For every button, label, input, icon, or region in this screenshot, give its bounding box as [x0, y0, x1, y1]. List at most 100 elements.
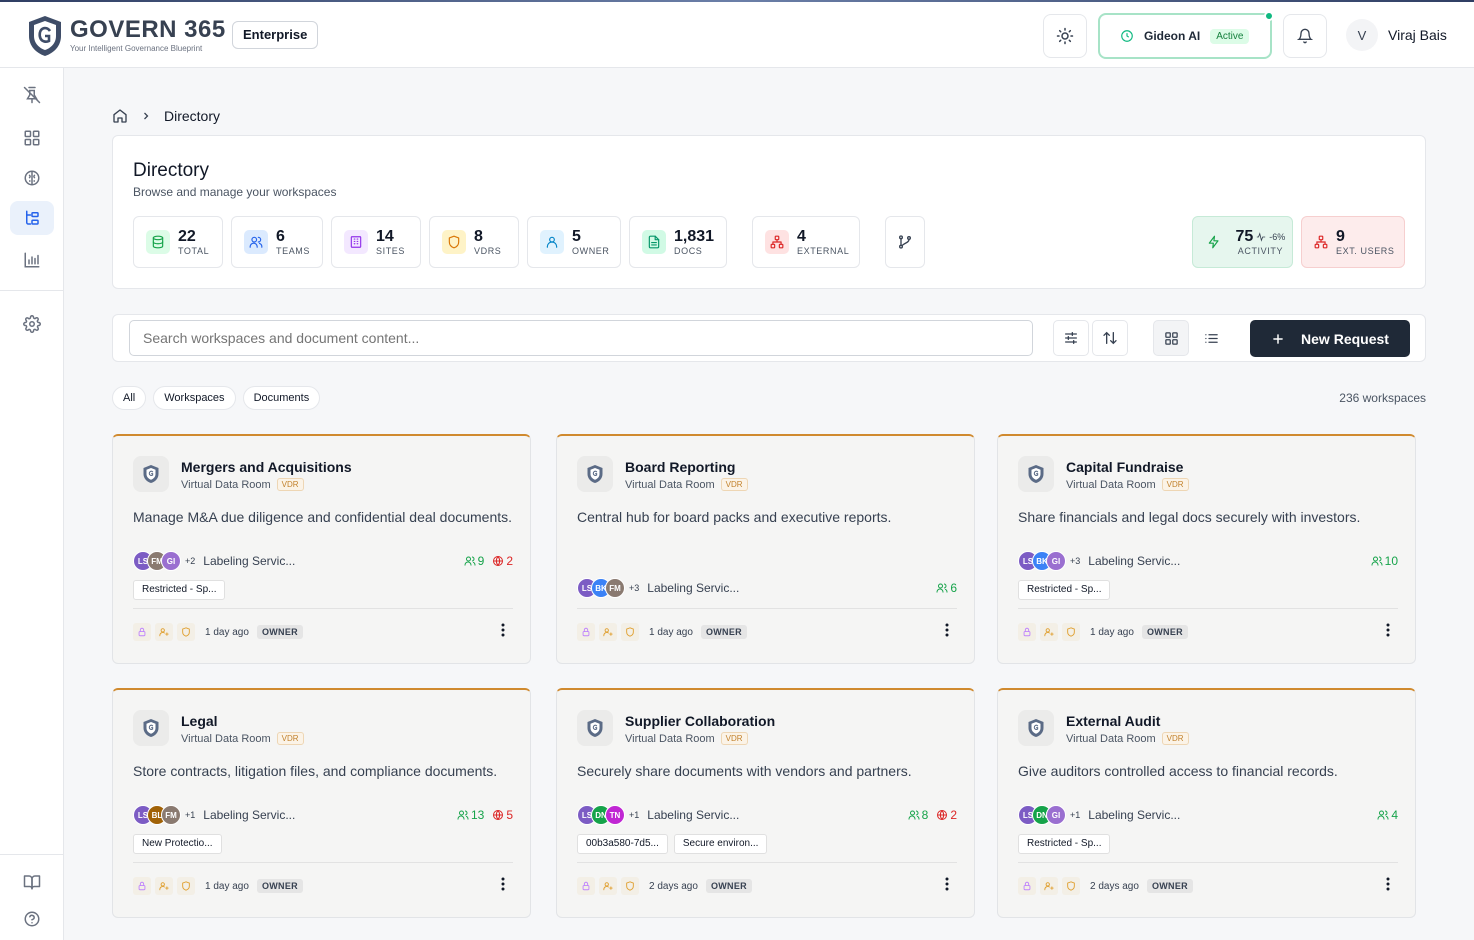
stat-vdrs[interactable]: 8 VDRS: [429, 216, 519, 268]
stat-external[interactable]: 4 EXTERNAL: [752, 216, 860, 268]
workspace-card[interactable]: Capital Fundraise Virtual Data Room VDR Sha…: [997, 434, 1416, 664]
user-plus-icon[interactable]: [1040, 877, 1058, 895]
app-logo[interactable]: GOVERN 365 Your Intelligent Governance B…: [26, 12, 226, 60]
more-options-icon[interactable]: [501, 623, 505, 642]
sidebar-item-directory[interactable]: [10, 201, 54, 235]
tag[interactable]: Restricted - Sp...: [1018, 834, 1111, 854]
workspace-title[interactable]: Legal: [181, 713, 218, 729]
shield-outline-icon[interactable]: [177, 623, 195, 641]
user-plus-icon[interactable]: [155, 623, 173, 641]
workspace-title[interactable]: Capital Fundraise: [1066, 459, 1184, 475]
workspace-card[interactable]: Legal Virtual Data Room VDR Store contracts…: [112, 688, 531, 918]
member-avatars[interactable]: LS BK FM: [577, 578, 625, 598]
workspace-footer: 1 day ago OWNER: [133, 877, 513, 895]
activity-stat[interactable]: 75 -6% ACTIVITY: [1192, 216, 1293, 268]
shield-outline-icon[interactable]: [1062, 877, 1080, 895]
shield-outline-icon[interactable]: [177, 877, 195, 895]
sidebar-item-dashboard[interactable]: [10, 121, 54, 155]
more-options-icon[interactable]: [1386, 877, 1390, 896]
user-plus-icon[interactable]: [599, 623, 617, 641]
avatar: FM: [161, 805, 181, 825]
workspace-card[interactable]: Mergers and Acquisitions Virtual Data Roo…: [112, 434, 531, 664]
role-badge: OWNER: [1146, 879, 1193, 893]
list-icon: [1204, 333, 1218, 343]
workspace-tags: Restricted - Sp...: [1018, 580, 1111, 600]
lock-icon[interactable]: [133, 877, 151, 895]
workspace-title[interactable]: Supplier Collaboration: [625, 713, 776, 729]
tag[interactable]: 00b3a580-7d5...: [577, 834, 668, 854]
stat-value: 8: [474, 228, 483, 245]
lock-icon[interactable]: [1018, 877, 1036, 895]
assistant-button[interactable]: Gideon AI Active: [1098, 11, 1274, 59]
list-view-button[interactable]: [1193, 320, 1229, 356]
notifications-button[interactable]: [1283, 14, 1327, 58]
home-icon[interactable]: [112, 108, 128, 124]
pin-off-icon: [23, 86, 41, 104]
users-icon: [244, 230, 268, 254]
lock-icon[interactable]: [577, 877, 595, 895]
sort-button[interactable]: [1092, 320, 1128, 356]
stat-teams[interactable]: 6 TEAMS: [231, 216, 323, 268]
vdr-badge: VDR: [276, 478, 304, 491]
member-avatars[interactable]: LS BL FM: [133, 805, 181, 825]
more-options-icon[interactable]: [501, 877, 505, 896]
filter-chip-all[interactable]: All: [112, 386, 147, 410]
last-updated: 2 days ago: [649, 880, 698, 892]
stat-sites[interactable]: 14 SITES: [331, 216, 421, 268]
sidebar-item-unpin[interactable]: [10, 78, 54, 112]
lock-icon[interactable]: [1018, 623, 1036, 641]
search-input[interactable]: [129, 320, 1033, 356]
shield-outline-icon[interactable]: [621, 877, 639, 895]
new-request-button[interactable]: New Request: [1250, 320, 1410, 357]
workspace-shield-icon: [577, 456, 613, 492]
member-avatars[interactable]: LS DN GI: [1018, 805, 1066, 825]
stat-total[interactable]: 22 TOTAL: [133, 216, 223, 268]
trend-icon: [1257, 232, 1266, 242]
workspace-card[interactable]: Board Reporting Virtual Data Room VDR Centr…: [556, 434, 975, 664]
tag[interactable]: New Protectio...: [133, 834, 222, 854]
more-options-icon[interactable]: [945, 623, 949, 642]
member-avatars[interactable]: LS BK GI: [1018, 551, 1066, 571]
stat-owner[interactable]: 5 OWNER: [527, 216, 621, 268]
lock-icon[interactable]: [133, 623, 151, 641]
shield-outline-icon[interactable]: [621, 623, 639, 641]
sidebar-item-intelligence[interactable]: [10, 161, 54, 195]
more-options-icon[interactable]: [1386, 623, 1390, 642]
user-menu[interactable]: V Viraj Bais: [1346, 19, 1447, 51]
grid-view-button[interactable]: [1153, 320, 1189, 356]
member-count: 13: [457, 808, 484, 822]
member-avatars[interactable]: LS DN TN: [577, 805, 625, 825]
workspace-card[interactable]: External Audit Virtual Data Room VDR Give a…: [997, 688, 1416, 918]
branch-button[interactable]: [885, 216, 925, 268]
user-plus-icon[interactable]: [599, 877, 617, 895]
theme-toggle-button[interactable]: [1043, 14, 1087, 58]
workspace-metrics: 6: [936, 581, 957, 595]
card-divider: [133, 608, 513, 609]
member-avatars[interactable]: LS FM GI: [133, 551, 181, 571]
user-plus-icon[interactable]: [1040, 623, 1058, 641]
filter-chip-workspaces[interactable]: Workspaces: [153, 386, 236, 410]
workspace-title[interactable]: External Audit: [1066, 713, 1161, 729]
sidebar-item-settings[interactable]: [10, 307, 54, 341]
filter-chip-documents[interactable]: Documents: [242, 386, 321, 410]
stat-docs[interactable]: 1,831 DOCS: [629, 216, 727, 268]
workspace-title[interactable]: Board Reporting: [625, 459, 736, 475]
grid-icon: [24, 130, 40, 146]
sidebar-item-reports[interactable]: [10, 243, 54, 277]
workspace-card[interactable]: Supplier Collaboration Virtual Data Room V…: [556, 688, 975, 918]
workspace-shield-icon: [1018, 710, 1054, 746]
sidebar-item-docs[interactable]: [10, 865, 54, 899]
tag[interactable]: Restricted - Sp...: [1018, 580, 1111, 600]
tag[interactable]: Restricted - Sp...: [133, 580, 226, 600]
more-options-icon[interactable]: [945, 877, 949, 896]
tag[interactable]: Secure environ...: [673, 834, 768, 854]
shield-outline-icon[interactable]: [1062, 623, 1080, 641]
lock-icon[interactable]: [577, 623, 595, 641]
workspace-title[interactable]: Mergers and Acquisitions: [181, 459, 352, 475]
member-count: 6: [936, 581, 957, 595]
external-users-stat[interactable]: 9 EXT. USERS: [1301, 216, 1405, 268]
filter-button[interactable]: [1053, 320, 1089, 356]
sidebar-item-help[interactable]: [10, 902, 54, 936]
globe-icon: [493, 810, 504, 820]
user-plus-icon[interactable]: [155, 877, 173, 895]
